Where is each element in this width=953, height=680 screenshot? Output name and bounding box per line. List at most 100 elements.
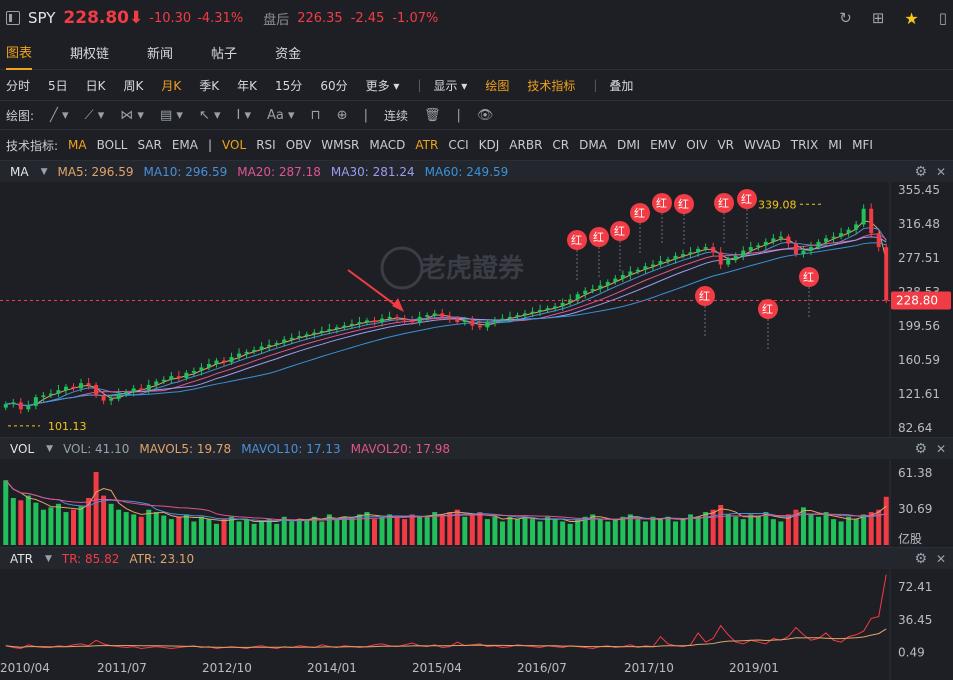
star-icon[interactable]: ★ <box>904 8 919 28</box>
period-yearly[interactable]: 年K <box>237 78 258 93</box>
gear-icon[interactable]: ⚙ <box>914 163 927 180</box>
tab-chart[interactable]: 图表 <box>6 36 33 70</box>
gear-icon[interactable]: ⚙ <box>914 440 927 457</box>
indicator-macd[interactable]: MACD <box>369 138 406 152</box>
indicator-mi[interactable]: MI <box>828 138 843 152</box>
line-tool-icon[interactable]: ╱ ▾ <box>50 107 69 123</box>
indicator-mfi[interactable]: MFI <box>852 138 873 152</box>
indicator-wvad[interactable]: WVAD <box>744 138 781 152</box>
marker-circle <box>589 227 609 247</box>
indicator-vr[interactable]: VR <box>717 138 734 152</box>
indicator-ma[interactable]: MA <box>68 138 87 152</box>
candle <box>718 247 723 269</box>
tab-options[interactable]: 期权链 <box>70 47 110 62</box>
period-5d[interactable]: 5日 <box>48 78 68 93</box>
candle-body <box>673 255 678 260</box>
period-more[interactable]: 更多 ▾ <box>365 78 400 93</box>
wave-tool-icon[interactable]: ⋈ ▾ <box>120 107 144 123</box>
indicator-dmi[interactable]: DMI <box>616 138 641 152</box>
price-chart[interactable]: 355.45316.48277.51238.53199.56160.59121.… <box>0 182 953 437</box>
volume-bar <box>673 521 679 545</box>
grid-icon[interactable]: ⊞ <box>871 9 885 27</box>
tab-posts[interactable]: 帖子 <box>211 47 238 62</box>
indicator-oiv[interactable]: OIV <box>686 138 708 152</box>
atr-chart[interactable]: 72.41 36.45 0.49 2010/04 2011/07 2012/10 2014/… <box>0 569 953 680</box>
candle-body <box>101 395 106 401</box>
window-icon[interactable]: ▯ <box>938 9 947 27</box>
indicator-arbr[interactable]: ARBR <box>509 138 543 152</box>
candle-body <box>372 320 377 323</box>
volume-bar <box>191 521 197 545</box>
chevron-down-icon[interactable]: ▼ <box>46 443 54 454</box>
period-daily[interactable]: 日K <box>85 78 106 93</box>
period-monthly[interactable]: 月K <box>161 78 182 93</box>
candle-body <box>11 402 16 405</box>
indicator-boll[interactable]: BOLL <box>96 138 128 152</box>
tech-indicator-toggle[interactable]: 技术指标 <box>527 78 576 93</box>
candle-body <box>568 299 573 303</box>
indicator-cr[interactable]: CR <box>552 138 570 152</box>
volume-bar <box>25 495 31 545</box>
tr-value: TR: 85.82 <box>61 551 120 566</box>
indicator-sar[interactable]: SAR <box>137 138 162 152</box>
volume-bar <box>251 523 257 545</box>
after-hours-change: -2.45 <box>350 10 385 26</box>
indicator-rsi[interactable]: RSI <box>256 138 276 152</box>
volume-bar <box>447 512 453 545</box>
close-icon[interactable]: ✕ <box>935 551 946 566</box>
candle <box>658 255 663 268</box>
indicator-obv[interactable]: OBV <box>285 138 312 152</box>
menu-icon[interactable] <box>6 11 20 25</box>
zoom-icon[interactable]: ⊕ <box>336 107 348 123</box>
indicator-cci[interactable]: CCI <box>448 138 469 152</box>
volume-bar <box>123 512 129 545</box>
indicator-trix[interactable]: TRIX <box>790 138 819 152</box>
chevron-down-icon[interactable]: ▼ <box>40 166 48 177</box>
candle <box>56 384 61 398</box>
eye-icon[interactable]: 👁 <box>476 107 494 123</box>
fib-tool-icon[interactable]: ▤ ▾ <box>159 107 183 123</box>
tab-news[interactable]: 新闻 <box>147 47 174 62</box>
indicator-dma[interactable]: DMA <box>579 138 607 152</box>
x-tick-label: 2012/10 <box>202 661 252 675</box>
overlay-button[interactable]: 叠加 <box>609 78 634 93</box>
close-icon[interactable]: ✕ <box>935 441 946 456</box>
period-intraday[interactable]: 分时 <box>6 78 31 93</box>
volume-bar <box>612 519 618 545</box>
chevron-down-icon[interactable]: ▼ <box>44 553 52 564</box>
close-icon[interactable]: ✕ <box>935 164 946 179</box>
indicator-vol[interactable]: VOL <box>222 138 247 152</box>
channel-tool-icon[interactable]: ⟋ ▾ <box>84 107 105 123</box>
volume-bar <box>537 521 543 545</box>
candle <box>41 391 46 402</box>
volume-chart[interactable]: 61.38 30.69 亿股 <box>0 459 953 547</box>
indicator-emv[interactable]: EMV <box>650 138 677 152</box>
period-weekly[interactable]: 周K <box>123 78 144 93</box>
candle <box>598 280 603 293</box>
gear-icon[interactable]: ⚙ <box>914 550 927 567</box>
candle-body <box>748 247 753 251</box>
indicator-kdj[interactable]: KDJ <box>478 138 500 152</box>
volume-bar <box>55 503 61 545</box>
font-tool-icon[interactable]: Aa ▾ <box>266 107 295 123</box>
volume-bar <box>748 514 754 545</box>
ruler-tool-icon[interactable]: ⊓ <box>310 107 321 123</box>
draw-toggle[interactable]: 绘图 <box>485 78 510 93</box>
refresh-icon[interactable]: ↻ <box>839 9 852 27</box>
period-quarterly[interactable]: 季K <box>199 78 220 93</box>
indicator-ema[interactable]: EMA <box>171 138 198 152</box>
period-15m[interactable]: 15分 <box>275 78 303 93</box>
text-tool-icon[interactable]: I ▾ <box>236 107 251 123</box>
arrow-icon[interactable]: ↖ ▾ <box>198 107 221 123</box>
tab-funds[interactable]: 资金 <box>275 47 302 62</box>
volume-bar <box>695 516 701 545</box>
candle <box>568 294 573 306</box>
display-menu[interactable]: 显示 ▾ <box>433 78 468 93</box>
continuous-draw-toggle[interactable]: 连续 <box>383 108 408 123</box>
trash-icon[interactable]: 🗑 <box>423 107 441 123</box>
candle-body <box>808 247 813 251</box>
period-60m[interactable]: 60分 <box>320 78 348 93</box>
candle <box>161 376 166 385</box>
indicator-atr[interactable]: ATR <box>415 138 439 152</box>
indicator-wmsr[interactable]: WMSR <box>321 138 360 152</box>
